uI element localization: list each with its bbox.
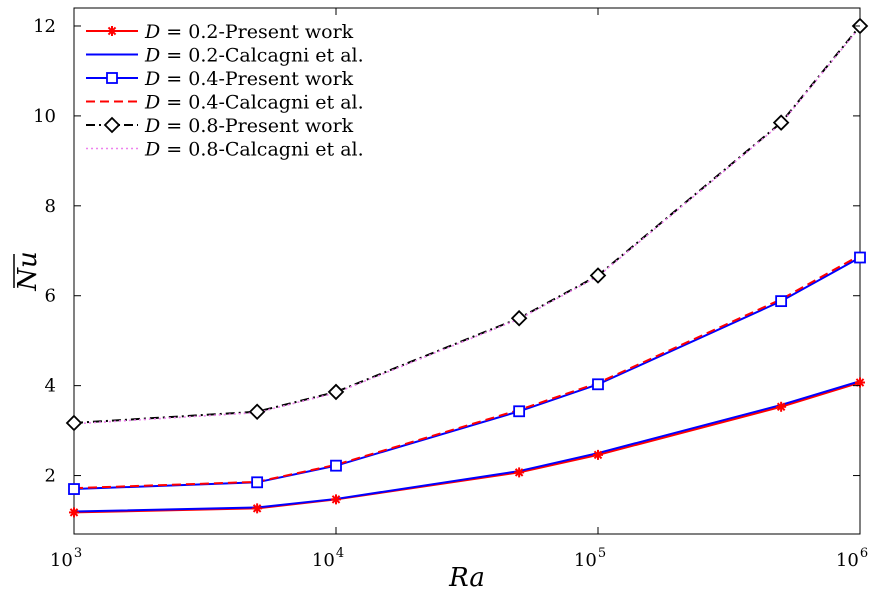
data-point <box>589 267 607 284</box>
y-axis-label: Nu <box>13 251 43 292</box>
y-tick-label: 2 <box>45 466 56 487</box>
x-tick-label: 105 <box>574 546 606 571</box>
data-point <box>593 449 603 460</box>
plot-area <box>73 7 861 535</box>
data-point <box>776 401 787 412</box>
y-tick-label: 10 <box>33 106 56 127</box>
x-tick-label: 103 <box>50 546 82 571</box>
y-tick-label: 12 <box>33 16 56 37</box>
x-tick-label: 104 <box>312 546 344 571</box>
data-point <box>248 403 266 420</box>
y-tick-label: 6 <box>45 286 56 307</box>
data-point <box>252 503 263 514</box>
legend-label: D = 0.2-Calcagni et al. <box>144 45 364 67</box>
legend-label: D = 0.4-Calcagni et al. <box>144 92 364 114</box>
legend-marker <box>106 72 118 84</box>
legend-marker <box>107 26 117 36</box>
tick-layer: 103 104 105 106 2 4 6 8 10 12 <box>33 8 868 571</box>
data-point <box>251 476 264 489</box>
legend-label: D = 0.2-Present work <box>144 21 354 43</box>
data-point <box>330 459 342 472</box>
legend-label: D = 0.4-Present work <box>144 68 354 90</box>
data-point <box>775 295 788 308</box>
data-point <box>65 414 83 432</box>
legend-marker <box>103 116 121 134</box>
data-point <box>772 114 790 131</box>
legend-label: D = 0.8-Present work <box>144 115 354 137</box>
y-axis-label-group: Nu <box>13 251 43 292</box>
data-point <box>327 383 345 401</box>
series-layer <box>65 17 869 518</box>
data-point <box>854 251 866 264</box>
data-point <box>331 494 341 505</box>
data-point <box>592 378 604 391</box>
data-point <box>510 309 528 327</box>
x-axis-label: Ra <box>448 563 485 593</box>
x-tick-label: 106 <box>836 546 868 571</box>
data-point <box>513 405 526 418</box>
data-point <box>68 483 80 495</box>
data-point <box>69 507 79 518</box>
y-tick-label: 8 <box>45 196 56 217</box>
legend-label: D = 0.8-Calcagni et al. <box>144 139 364 161</box>
data-point <box>855 377 865 388</box>
y-tick-label: 4 <box>45 376 56 397</box>
data-point <box>514 467 525 478</box>
